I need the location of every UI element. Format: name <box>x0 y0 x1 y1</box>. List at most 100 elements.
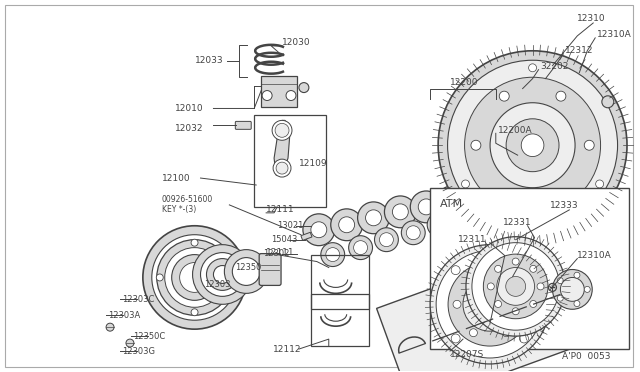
Circle shape <box>380 233 394 247</box>
Circle shape <box>406 226 420 240</box>
Circle shape <box>401 221 425 245</box>
Circle shape <box>468 190 484 206</box>
Circle shape <box>157 240 232 315</box>
Circle shape <box>272 121 292 140</box>
Text: 12303A: 12303A <box>108 311 140 320</box>
Circle shape <box>537 283 544 290</box>
Text: 12311: 12311 <box>458 235 486 244</box>
Circle shape <box>191 239 198 246</box>
Circle shape <box>556 189 566 199</box>
Circle shape <box>495 265 502 272</box>
Circle shape <box>469 329 477 337</box>
Circle shape <box>226 274 233 281</box>
Wedge shape <box>410 191 442 223</box>
Circle shape <box>152 235 237 320</box>
Circle shape <box>451 266 460 275</box>
Circle shape <box>225 250 268 294</box>
Circle shape <box>557 278 563 283</box>
FancyBboxPatch shape <box>236 121 252 129</box>
Circle shape <box>487 283 494 290</box>
Circle shape <box>451 334 460 343</box>
Circle shape <box>530 265 537 272</box>
Circle shape <box>453 300 461 308</box>
Circle shape <box>419 199 434 215</box>
Circle shape <box>432 218 446 232</box>
Circle shape <box>557 295 563 301</box>
Text: 12111: 12111 <box>266 205 295 214</box>
Circle shape <box>552 269 592 309</box>
Circle shape <box>365 210 381 226</box>
Circle shape <box>275 124 289 137</box>
Text: 00926-51600: 00926-51600 <box>162 195 213 205</box>
Circle shape <box>461 180 470 188</box>
Circle shape <box>497 267 534 305</box>
Text: 13021: 13021 <box>277 221 303 230</box>
Circle shape <box>207 259 238 291</box>
Text: 12303C: 12303C <box>122 295 154 304</box>
Circle shape <box>520 266 529 275</box>
Bar <box>311 294 369 346</box>
Text: 12109: 12109 <box>299 158 328 168</box>
Circle shape <box>561 278 584 301</box>
Bar <box>430 188 629 349</box>
Circle shape <box>584 140 594 150</box>
Text: 12033: 12033 <box>195 56 223 65</box>
Circle shape <box>200 253 244 296</box>
FancyBboxPatch shape <box>259 254 281 285</box>
Polygon shape <box>274 121 290 175</box>
Circle shape <box>191 309 198 316</box>
Circle shape <box>286 90 296 100</box>
Circle shape <box>172 254 218 300</box>
Bar <box>261 76 297 108</box>
Circle shape <box>502 272 510 280</box>
Text: 12200A: 12200A <box>498 126 532 135</box>
Bar <box>311 254 369 309</box>
Bar <box>254 115 326 207</box>
Text: KEY *-(3): KEY *-(3) <box>162 205 196 214</box>
Bar <box>301 232 312 240</box>
Text: 12302: 12302 <box>263 249 289 258</box>
Circle shape <box>483 254 548 319</box>
Circle shape <box>499 189 509 199</box>
Circle shape <box>596 180 604 188</box>
Circle shape <box>574 301 580 307</box>
Circle shape <box>475 289 505 319</box>
Text: 12350C: 12350C <box>133 331 165 341</box>
Text: 12303: 12303 <box>205 280 231 289</box>
Circle shape <box>530 301 537 308</box>
Circle shape <box>512 258 519 265</box>
Circle shape <box>143 226 246 329</box>
Circle shape <box>529 64 536 72</box>
Circle shape <box>276 162 288 174</box>
Text: 12010: 12010 <box>175 104 204 113</box>
Circle shape <box>520 334 529 343</box>
Wedge shape <box>331 209 363 241</box>
Circle shape <box>262 90 272 100</box>
Wedge shape <box>436 186 468 218</box>
Circle shape <box>495 301 502 308</box>
Text: 12200: 12200 <box>450 78 479 87</box>
Text: 12333: 12333 <box>550 201 578 211</box>
Circle shape <box>436 251 543 358</box>
Circle shape <box>299 83 309 93</box>
Circle shape <box>374 228 398 251</box>
Circle shape <box>506 276 525 296</box>
Circle shape <box>463 278 516 331</box>
Wedge shape <box>303 214 335 246</box>
Circle shape <box>193 245 252 304</box>
Circle shape <box>321 243 345 266</box>
Text: 15043: 15043 <box>271 235 298 244</box>
Bar <box>376 234 618 372</box>
Circle shape <box>126 339 134 347</box>
Text: 12310: 12310 <box>577 15 606 23</box>
Circle shape <box>457 211 471 225</box>
Circle shape <box>521 134 544 157</box>
Text: 12100: 12100 <box>162 174 190 183</box>
Circle shape <box>499 91 509 101</box>
Circle shape <box>164 248 225 307</box>
Circle shape <box>469 272 477 280</box>
Text: 12030: 12030 <box>282 38 310 47</box>
Circle shape <box>354 241 367 254</box>
Text: 12032: 12032 <box>175 124 203 133</box>
Text: 32202: 32202 <box>541 62 569 71</box>
